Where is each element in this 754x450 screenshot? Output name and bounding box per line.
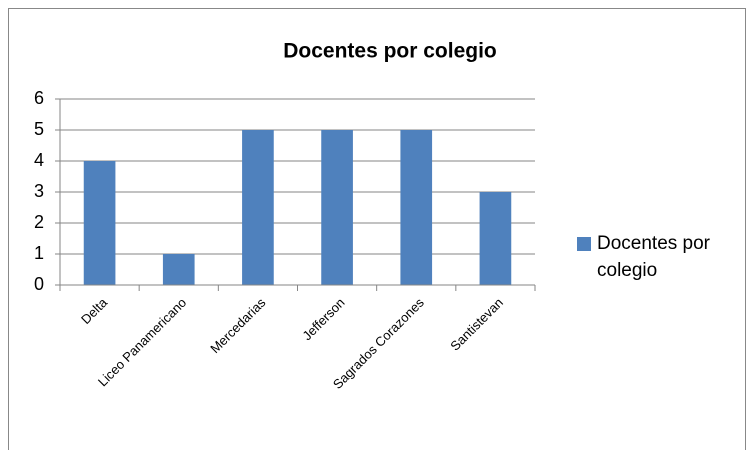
legend-label: Docentes por colegio (597, 233, 711, 281)
bar (83, 161, 116, 285)
y-tick-label: 1 (34, 243, 44, 263)
y-tick-label: 5 (34, 119, 44, 139)
y-tick-label: 4 (34, 150, 44, 170)
chart-border (8, 8, 746, 450)
y-tick-label: 2 (34, 212, 44, 232)
bar (162, 254, 195, 285)
legend-swatch (577, 237, 591, 251)
bar (242, 130, 274, 285)
bar (321, 130, 353, 285)
y-tick-label: 6 (34, 88, 44, 108)
chart-title: Docentes por colegio (283, 40, 497, 63)
bar (479, 192, 512, 285)
y-tick-label: 3 (34, 181, 44, 201)
y-tick-label: 0 (34, 274, 44, 294)
bar (400, 130, 433, 285)
